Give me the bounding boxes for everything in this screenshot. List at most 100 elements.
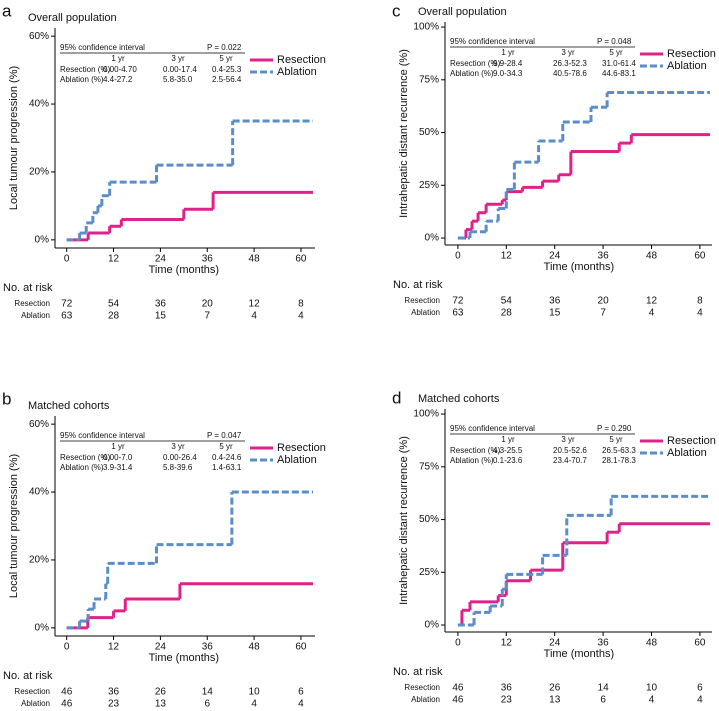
risk-value: 36 xyxy=(501,683,513,694)
risk-value: 12 xyxy=(646,296,658,307)
panel-label: b xyxy=(2,389,11,408)
risk-value: 7 xyxy=(204,311,210,322)
x-tick-label: 12 xyxy=(108,254,120,265)
p-value: P = 0.022 xyxy=(207,43,242,52)
ci-column: 1 yr xyxy=(501,435,515,444)
ci-cell: 1.4-63.1 xyxy=(212,463,242,472)
ci-column: 1 yr xyxy=(111,54,125,63)
risk-row-label: Ablation xyxy=(411,695,440,704)
risk-value: 4 xyxy=(298,311,304,322)
x-tick-label: 12 xyxy=(501,638,513,649)
ci-column: 3 yr xyxy=(171,442,185,451)
risk-row-label: Resection xyxy=(14,299,50,308)
ci-title: 95% confidence interval xyxy=(450,424,535,433)
ci-row-label: Ablation (%) xyxy=(450,69,494,78)
ci-cell: 20.5-52.6 xyxy=(553,446,587,455)
ci-cell: 4.3-25.5 xyxy=(493,446,523,455)
risk-row-label: Resection xyxy=(404,683,440,692)
ci-title: 95% confidence interval xyxy=(60,431,145,440)
subtitle: Overall population xyxy=(418,6,507,18)
panel-label: d xyxy=(392,388,401,407)
y-tick-label: 40% xyxy=(29,487,49,498)
legend-label: Ablation xyxy=(667,60,707,72)
ci-cell: 0.1-23.6 xyxy=(493,456,523,465)
x-axis-label: Time (months) xyxy=(149,652,220,664)
risk-value: 4 xyxy=(298,699,304,710)
ci-cell: 3.9-31.4 xyxy=(103,463,133,472)
risk-value: 36 xyxy=(155,299,167,310)
panel: c Overall population Intrahepatic distant … xyxy=(392,1,716,318)
x-tick-label: 60 xyxy=(694,251,706,262)
p-value: P = 0.290 xyxy=(597,424,632,433)
y-tick-label: 25% xyxy=(419,567,439,578)
x-axis-label: Time (months) xyxy=(544,648,615,660)
risk-value: 26 xyxy=(155,687,167,698)
risk-value: 6 xyxy=(204,699,210,710)
ci-row-label: Resection (%) xyxy=(450,446,501,455)
risk-value: 72 xyxy=(61,299,73,310)
ci-cell: 40.5-78.6 xyxy=(553,69,587,78)
risk-row-label: Ablation xyxy=(21,311,50,320)
risk-value: 15 xyxy=(155,311,167,322)
risk-value: 13 xyxy=(549,695,561,706)
y-tick-label: 100% xyxy=(413,409,439,420)
risk-value: 20 xyxy=(202,299,214,310)
p-value: P = 0.047 xyxy=(207,431,242,440)
risk-value: 10 xyxy=(646,683,658,694)
y-tick-label: 60% xyxy=(29,419,49,430)
risk-row-label: Ablation xyxy=(21,699,50,708)
p-value: P = 0.048 xyxy=(597,37,632,46)
x-tick-label: 60 xyxy=(694,638,706,649)
y-axis-label: Intrahepatic distant recurrence (%) xyxy=(398,436,410,605)
y-tick-label: 20% xyxy=(29,555,49,566)
ci-cell: 2.5-56.4 xyxy=(212,75,242,84)
panel-label: a xyxy=(2,1,12,20)
ci-cell: 26.3-52.3 xyxy=(553,59,587,68)
x-tick-label: 48 xyxy=(249,642,261,653)
y-tick-label: 50% xyxy=(419,514,439,525)
ci-cell: 31.0-61.4 xyxy=(602,59,636,68)
ci-cell: 0.00-26.4 xyxy=(163,453,197,462)
ci-row-label: Resection (%) xyxy=(60,453,111,462)
risk-title: No. at risk xyxy=(393,666,443,678)
ci-column: 3 yr xyxy=(561,48,575,57)
risk-row-label: Resection xyxy=(404,296,440,305)
risk-value: 63 xyxy=(61,311,73,322)
ci-column: 3 yr xyxy=(561,435,575,444)
ci-cell: 9.0-34.3 xyxy=(493,69,523,78)
x-tick-label: 12 xyxy=(108,642,120,653)
x-tick-label: 0 xyxy=(455,638,461,649)
panel: b Matched cohorts Local tumour progression… xyxy=(2,389,326,709)
ci-column: 1 yr xyxy=(501,48,515,57)
x-tick-label: 48 xyxy=(646,638,658,649)
x-axis-label: Time (months) xyxy=(149,264,220,276)
legend-label: Resection xyxy=(277,54,326,66)
ci-cell: 23.4-70.7 xyxy=(553,456,587,465)
risk-value: 20 xyxy=(598,296,610,307)
y-tick-label: 0% xyxy=(425,620,440,631)
risk-value: 63 xyxy=(452,308,464,319)
x-tick-label: 48 xyxy=(646,251,658,262)
y-tick-label: 20% xyxy=(29,167,49,178)
risk-value: 4 xyxy=(649,695,655,706)
risk-value: 6 xyxy=(697,683,703,694)
risk-value: 36 xyxy=(549,296,561,307)
x-tick-label: 24 xyxy=(549,251,561,262)
risk-value: 36 xyxy=(108,687,120,698)
y-tick-label: 25% xyxy=(419,180,439,191)
risk-value: 4 xyxy=(251,311,257,322)
y-tick-label: 0% xyxy=(35,234,50,245)
risk-value: 46 xyxy=(452,683,464,694)
ci-cell: 0.00-17.4 xyxy=(163,65,197,74)
ci-row-label: Ablation (%) xyxy=(450,456,494,465)
risk-value: 12 xyxy=(249,299,261,310)
y-tick-label: 0% xyxy=(35,622,50,633)
risk-value: 46 xyxy=(452,695,464,706)
legend-label: Ablation xyxy=(277,454,317,466)
risk-value: 13 xyxy=(155,699,167,710)
panel-label: c xyxy=(392,1,401,20)
ci-row-label: Ablation (%) xyxy=(60,463,104,472)
ci-column: 1 yr xyxy=(111,442,125,451)
legend-label: Resection xyxy=(667,435,716,447)
